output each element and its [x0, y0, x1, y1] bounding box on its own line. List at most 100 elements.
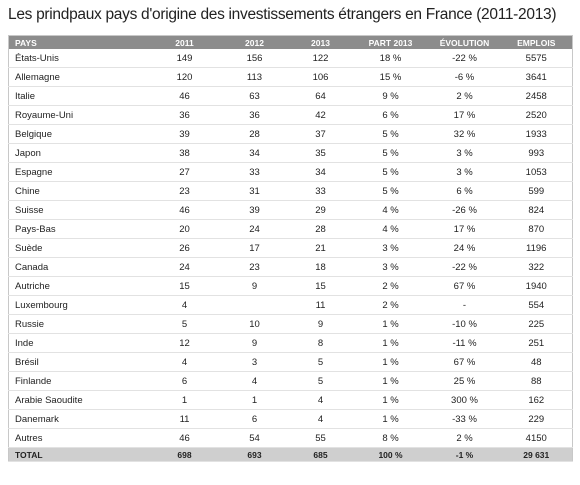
row: Finlande 6 4 5 1 % 25 % 88 [8, 371, 573, 391]
country-cell: Arabie Saoudite [8, 390, 149, 410]
total-cell: 100 % [352, 447, 429, 462]
value-cell: 4 [288, 390, 353, 410]
value-cell: 2458 [500, 86, 573, 106]
value-cell: 39 [148, 124, 221, 144]
country-cell: Belgique [8, 124, 149, 144]
value-cell: -26 % [428, 200, 501, 220]
value-cell: 28 [220, 124, 289, 144]
table: PAYS 2011 2012 2013 PART 2013 ÉVOLUTION EMPLOI… [8, 35, 573, 462]
value-cell: 48 [500, 352, 573, 372]
value-cell: 993 [500, 143, 573, 163]
title: Les prindpaux pays d'origine des investi… [8, 6, 557, 23]
row: Danemark 11 6 4 1 % -33 % 229 [8, 409, 573, 429]
country-cell: Danemark [8, 409, 149, 429]
value-cell: 33 [288, 181, 353, 201]
header-row: PAYS 2011 2012 2013 PART 2013 ÉVOLUTION EMPLOI… [8, 35, 573, 49]
row: Suède 26 17 21 3 % 24 % 1196 [8, 238, 573, 258]
value-cell: 11 [288, 295, 353, 315]
value-cell: 1 % [352, 352, 429, 372]
row: Pays-Bas 20 24 28 4 % 17 % 870 [8, 219, 573, 239]
value-cell: 55 [288, 428, 353, 448]
value-cell: 122 [288, 49, 353, 68]
country-cell: Luxembourg [8, 295, 149, 315]
value-cell: 46 [148, 428, 221, 448]
value-cell: 9 [220, 276, 289, 296]
value-cell: 15 % [352, 67, 429, 87]
row: Japon 38 34 35 5 % 3 % 993 [8, 143, 573, 163]
value-cell: 5 % [352, 143, 429, 163]
value-cell: 18 % [352, 49, 429, 68]
value-cell: 15 [148, 276, 221, 296]
value-cell: 1 % [352, 409, 429, 429]
row: Russie 5 10 9 1 % -10 % 225 [8, 314, 573, 334]
value-cell: 46 [148, 86, 221, 106]
row: Canada 24 23 18 3 % -22 % 322 [8, 257, 573, 277]
value-cell: 4 [288, 409, 353, 429]
value-cell: 27 [148, 162, 221, 182]
row: Allemagne 120 113 106 15 % -6 % 3641 [8, 67, 573, 87]
row: Inde 12 9 8 1 % -11 % 251 [8, 333, 573, 353]
value-cell: 3 % [352, 257, 429, 277]
country-cell: Suisse [8, 200, 149, 220]
value-cell: 1 [220, 390, 289, 410]
value-cell: 17 [220, 238, 289, 258]
value-cell: 1 [148, 390, 221, 410]
value-cell: 23 [220, 257, 289, 277]
value-cell: 36 [148, 105, 221, 125]
value-cell: 4 [148, 352, 221, 372]
country-cell: Royaume-Uni [8, 105, 149, 125]
column-header: 2011 [148, 35, 221, 49]
value-cell: 34 [288, 162, 353, 182]
value-cell: 229 [500, 409, 573, 429]
value-cell: 33 [220, 162, 289, 182]
value-cell: 67 % [428, 352, 501, 372]
value-cell: 6 % [428, 181, 501, 201]
total-cell: 29 631 [500, 447, 573, 462]
total-cell: 685 [288, 447, 353, 462]
value-cell: 3 % [352, 238, 429, 258]
value-cell: 4150 [500, 428, 573, 448]
value-cell: 5 % [352, 181, 429, 201]
row: Italie 46 63 64 9 % 2 % 2458 [8, 86, 573, 106]
value-cell: 26 [148, 238, 221, 258]
row: Belgique 39 28 37 5 % 32 % 1933 [8, 124, 573, 144]
value-cell: 3 % [428, 143, 501, 163]
column-header: 2012 [220, 35, 289, 49]
total-cell: -1 % [428, 447, 501, 462]
value-cell: 1196 [500, 238, 573, 258]
value-cell: 11 [148, 409, 221, 429]
value-cell: 3641 [500, 67, 573, 87]
total-row: TOTAL 698 693 685 100 % -1 % 29 631 [8, 447, 573, 462]
value-cell [220, 295, 289, 315]
value-cell: 29 [288, 200, 353, 220]
value-cell: 23 [148, 181, 221, 201]
value-cell: 156 [220, 49, 289, 68]
country-cell: Japon [8, 143, 149, 163]
value-cell: 24 % [428, 238, 501, 258]
value-cell: 5 [148, 314, 221, 334]
value-cell: -6 % [428, 67, 501, 87]
value-cell: 34 [220, 143, 289, 163]
value-cell: -33 % [428, 409, 501, 429]
table-body: États-Unis 149 156 122 18 % -22 % 5575 Allemagn… [8, 49, 573, 462]
value-cell: 1 % [352, 314, 429, 334]
value-cell: 554 [500, 295, 573, 315]
value-cell: 9 % [352, 86, 429, 106]
value-cell: 1 % [352, 390, 429, 410]
country-cell: Russie [8, 314, 149, 334]
value-cell: 4 [220, 371, 289, 391]
value-cell: 4 % [352, 219, 429, 239]
column-header: PAYS [8, 35, 149, 49]
value-cell: 21 [288, 238, 353, 258]
value-cell: 10 [220, 314, 289, 334]
country-cell: Brésil [8, 352, 149, 372]
row: Royaume-Uni 36 36 42 6 % 17 % 2520 [8, 105, 573, 125]
country-cell: États-Unis [8, 49, 149, 68]
value-cell: 120 [148, 67, 221, 87]
value-cell: 1 % [352, 333, 429, 353]
column-header: EMPLOIS [500, 35, 573, 49]
value-cell: -22 % [428, 49, 501, 68]
value-cell: 36 [220, 105, 289, 125]
value-cell: -11 % [428, 333, 501, 353]
